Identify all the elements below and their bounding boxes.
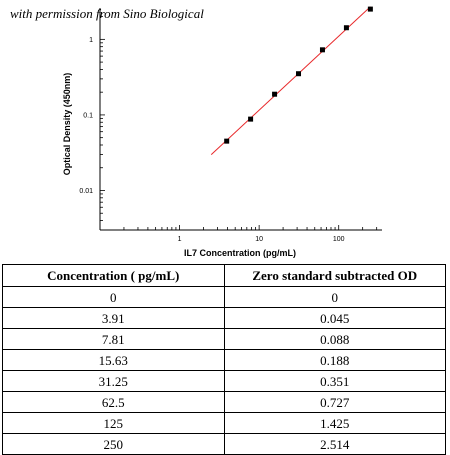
y-tick-label: 0.01: [79, 188, 93, 195]
table-row: 250 2.514: [2, 433, 446, 455]
concentration-cell: 125: [2, 412, 225, 434]
data-points-layer: [224, 6, 373, 144]
concentration-cell: 250: [2, 433, 225, 455]
concentration-cell: 0: [2, 286, 225, 308]
data-point: [367, 6, 373, 12]
x-axis-label: IL7 Concentration (pg/mL): [184, 248, 296, 258]
table-row: 3.91 0.045: [2, 307, 446, 329]
od-cell: 2.514: [223, 433, 446, 455]
table-header-row: Concentration ( pg/mL) Zero standard sub…: [2, 264, 446, 287]
y-axis-label: Optical Density (450nm): [62, 73, 72, 176]
od-cell: 0.351: [223, 370, 446, 392]
concentration-cell: 31.25: [2, 370, 225, 392]
data-point: [248, 116, 254, 122]
x-tick-label: 10: [255, 236, 263, 243]
fit-line-layer: [210, 6, 371, 156]
concentration-cell: 62.5: [2, 391, 225, 413]
od-cell: 0.045: [223, 307, 446, 329]
data-point: [272, 91, 278, 97]
table-body: 0 0 3.91 0.045 7.81 0.088 15.63 0.188 31.25 0.351…: [2, 286, 446, 455]
concentration-cell: 7.81: [2, 328, 225, 350]
table-row: 62.5 0.727: [2, 391, 446, 413]
chart-axes: 1 10 100 0.01 0.1 1: [79, 8, 382, 243]
x-tick-label: 1: [178, 236, 182, 243]
x-tick-label: 100: [333, 236, 345, 243]
y-tick-label: 0.1: [83, 112, 93, 119]
data-point: [224, 138, 230, 144]
fit-line: [210, 6, 371, 156]
od-cell: 0: [223, 286, 446, 308]
standard-data-table: Concentration ( pg/mL) Zero standard sub…: [2, 264, 446, 455]
od-cell: 0.088: [223, 328, 446, 350]
table-row: 31.25 0.351: [2, 370, 446, 392]
y-tick-label: 1: [89, 37, 93, 44]
concentration-cell: 15.63: [2, 349, 225, 371]
data-point: [319, 47, 325, 53]
data-point: [296, 71, 302, 77]
od-cell: 0.727: [223, 391, 446, 413]
od-header: Zero standard subtracted OD: [223, 264, 446, 287]
table-row: 7.81 0.088: [2, 328, 446, 350]
concentration-header: Concentration ( pg/mL): [2, 264, 225, 287]
standard-curve-chart: 1 10 100 0.01 0.1 1 IL7 Concentration (pg/mL)…: [62, 6, 382, 258]
od-cell: 0.188: [223, 349, 446, 371]
table-row: 15.63 0.188: [2, 349, 446, 371]
permission-caption: with permission from Sino Biological: [10, 6, 204, 21]
data-point: [343, 25, 349, 31]
od-cell: 1.425: [223, 412, 446, 434]
concentration-cell: 3.91: [2, 307, 225, 329]
table-row: 125 1.425: [2, 412, 446, 434]
